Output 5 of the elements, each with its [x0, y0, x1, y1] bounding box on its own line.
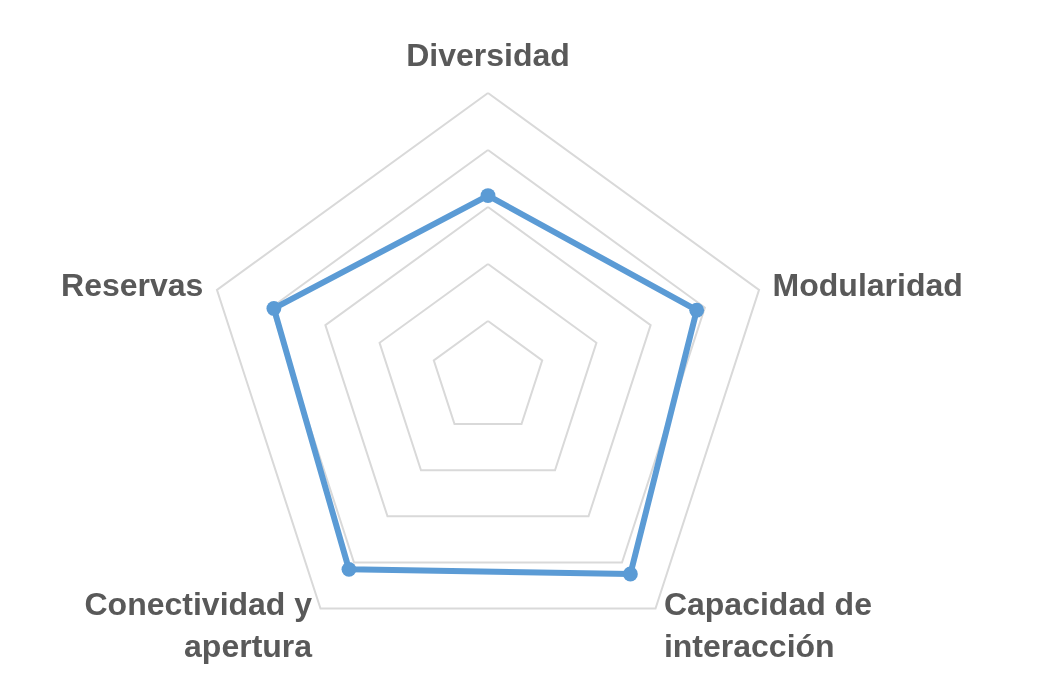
spoke-label: Conectividad y apertura — [84, 586, 313, 665]
spoke-label: Capacidad de interacción — [663, 586, 872, 665]
spoke-label: Diversidad — [406, 36, 570, 73]
spoke-label: Reservas — [61, 266, 204, 303]
spoke-label: Modularidad — [772, 266, 963, 303]
